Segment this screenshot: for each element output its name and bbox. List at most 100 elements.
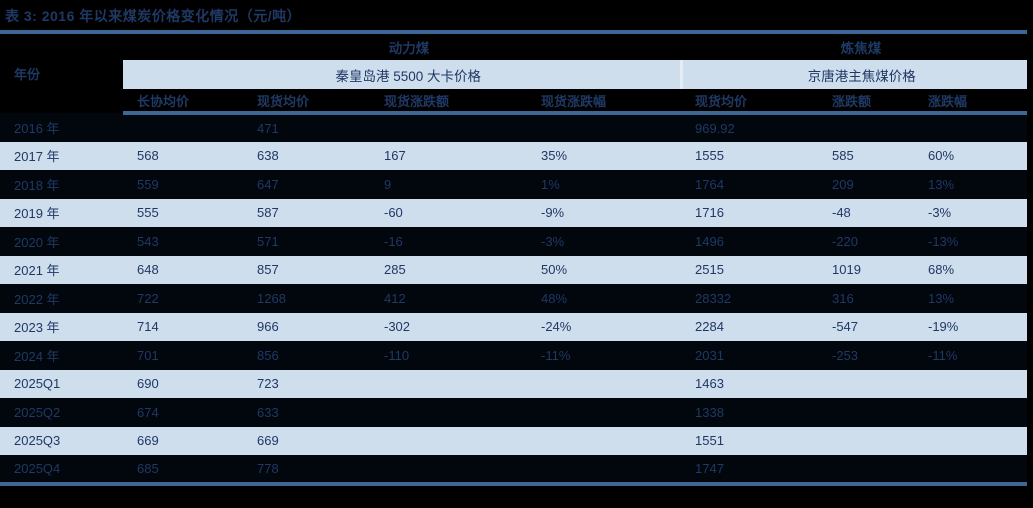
- col-header-coking-change-percent: 涨跌幅: [914, 89, 1028, 115]
- row-year-label: 2022 年: [14, 291, 60, 307]
- column-header-row: 长协均价 现货均价 现货涨跌额 现货涨跌幅 现货均价 涨跌额 涨跌幅: [0, 89, 1028, 115]
- table-cell: -110: [384, 347, 410, 363]
- table-row: 2020 年 543 571 -16 -3% 1496 -220 -13%: [0, 227, 1028, 256]
- col-header-spot-change-percent: 现货涨跌幅: [527, 89, 681, 115]
- table-row: 2019 年 555 587 -60 -9% 1716 -48 -3%: [0, 198, 1028, 227]
- table-cell: 1716: [695, 205, 724, 221]
- table-cell: 2031: [695, 347, 724, 363]
- col-header-spot-avg-price: 现货均价: [243, 89, 370, 115]
- title-divider: [0, 30, 1027, 34]
- table-cell: [914, 455, 1028, 486]
- table-cell: 2284: [695, 319, 724, 335]
- table-cell: [370, 398, 527, 427]
- table-cell: [370, 427, 527, 456]
- table-cell: 13%: [928, 290, 955, 306]
- table-cell: 60%: [928, 148, 955, 164]
- table-cell: -16: [384, 233, 403, 249]
- table-cell: 669: [137, 433, 159, 449]
- table-cell: 285: [384, 262, 406, 278]
- table-cell: 969.92: [695, 120, 735, 136]
- table-cell: [818, 113, 914, 142]
- table-cell: 412: [384, 290, 406, 306]
- row-year-label: 2023 年: [14, 320, 60, 336]
- table-row: 2024 年 701 856 -110 -11% 2031 -253 -11%: [0, 341, 1028, 370]
- table-cell: 50%: [541, 262, 568, 278]
- group-header-thermal-coal: 动力煤: [388, 41, 430, 56]
- table-cell: 316: [832, 290, 854, 306]
- table-cell: 1463: [695, 376, 724, 392]
- table-cell: [818, 370, 914, 399]
- table-cell: -13%: [928, 233, 959, 249]
- table-row: 2021 年 648 857 285 50% 2515 1019 68%: [0, 255, 1028, 284]
- table-cell: 571: [257, 233, 279, 249]
- table-cell: 1747: [681, 455, 818, 486]
- row-year-label: 2018 年: [14, 177, 60, 193]
- table-cell: 1019: [832, 262, 861, 278]
- table-cell: 543: [137, 233, 159, 249]
- table-cell: 1555: [695, 148, 724, 164]
- table-cell: 638: [257, 148, 279, 164]
- table-cell: -547: [832, 319, 859, 335]
- table-cell: 167: [384, 148, 406, 164]
- table-row: 2016 年 471 969.92: [0, 113, 1028, 142]
- table-cell: [527, 370, 681, 399]
- table-cell: [914, 398, 1027, 427]
- table-row: 2025Q3 669 669 1551: [0, 426, 1028, 456]
- table-cell: -220: [832, 233, 859, 249]
- table-cell: 1%: [541, 176, 560, 192]
- table-cell: 585: [832, 148, 854, 164]
- table-cell: [818, 398, 914, 427]
- table-cell: [527, 455, 681, 486]
- coal-price-table: 年份 动力煤 炼焦煤 秦皇岛港 5500 大卡价格 京唐港主焦煤价格 长协均价 …: [0, 34, 1028, 486]
- table-cell: -9%: [541, 205, 565, 221]
- table-cell: 28332: [695, 290, 732, 306]
- table-cell: [914, 370, 1027, 399]
- table-body: 2016 年 471 969.92 2017 年 568 638 167 35% 1555 585…: [0, 113, 1028, 486]
- table-cell: 48%: [541, 290, 568, 306]
- table-cell: 587: [257, 205, 279, 221]
- table-cell: [370, 370, 527, 399]
- row-year-label: 2019 年: [14, 206, 60, 222]
- table-title: 表 3: 2016 年以来煤炭价格变化情况（元/吨）: [5, 8, 302, 24]
- subheader-jingtang-coking: 京唐港主焦煤价格: [679, 60, 1028, 89]
- table-row: 2022 年 722 1268 412 48% 28332 316 13%: [0, 284, 1028, 313]
- table-cell: 701: [137, 347, 159, 363]
- table-cell: 714: [137, 319, 159, 335]
- row-year-label: 2025Q1: [14, 376, 61, 392]
- table-cell: 555: [137, 205, 159, 221]
- table-row: 2018 年 559 647 9 1% 1764 209 13%: [0, 170, 1028, 199]
- row-year-label: 2025Q4: [0, 455, 123, 486]
- table-cell: -60: [384, 205, 403, 221]
- table-cell: [914, 427, 1027, 456]
- col-header-spot-change-amount: 现货涨跌额: [370, 89, 527, 115]
- table-cell: -302: [384, 319, 411, 335]
- table-cell: 9: [384, 176, 392, 192]
- table-cell: [818, 455, 914, 486]
- table-cell: -11%: [928, 347, 958, 363]
- table-cell: -11%: [541, 347, 571, 363]
- table-cell: 1338: [695, 404, 724, 420]
- table-cell: [818, 427, 914, 456]
- table-cell: 209: [832, 176, 854, 192]
- table-cell: 633: [257, 404, 279, 420]
- table-cell: 723: [257, 376, 279, 392]
- table-cell: [527, 427, 681, 456]
- table-cell: 559: [137, 176, 159, 192]
- table-cell: -253: [832, 347, 859, 363]
- table-cell: 669: [257, 433, 279, 449]
- table-cell: 2515: [695, 262, 724, 278]
- table-cell: 35%: [541, 148, 568, 164]
- table-cell: [123, 113, 243, 142]
- table-cell: -3%: [928, 205, 952, 221]
- table-cell: -3%: [541, 233, 565, 249]
- table-row: 2025Q4 685 778 1747: [0, 455, 1028, 486]
- row-year-label: 2024 年: [14, 348, 60, 364]
- table-row: 2025Q2 674 633 1338: [0, 398, 1028, 427]
- table-cell: -19%: [928, 319, 959, 335]
- row-year-label: 2021 年: [14, 263, 60, 279]
- table-row: 2023 年 714 966 -302 -24% 2284 -547 -19%: [0, 312, 1028, 341]
- table-cell: 1496: [695, 233, 724, 249]
- table-cell: 568: [137, 148, 159, 164]
- col-header-longterm-avg-price: 长协均价: [123, 89, 243, 115]
